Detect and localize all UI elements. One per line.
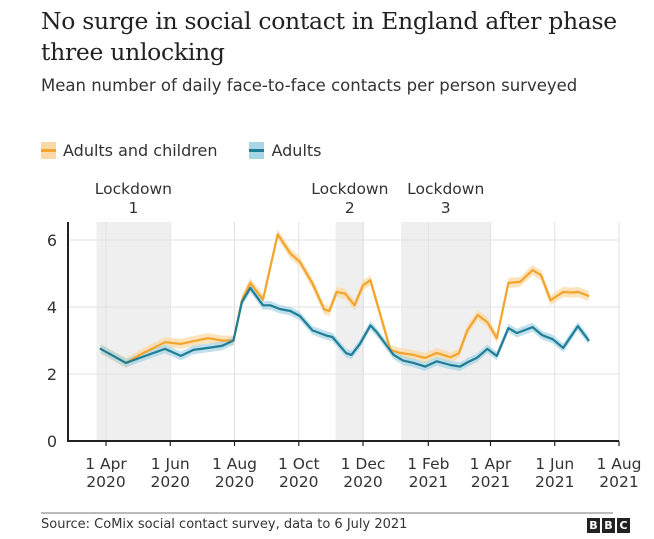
- series-layer: [99, 229, 590, 371]
- bbc-logo-letter: C: [617, 518, 630, 533]
- x-tick-label-year: 2021: [535, 473, 574, 491]
- chart-subtitle: Mean number of daily face-to-face contac…: [41, 76, 578, 95]
- y-tick-label: 0: [47, 432, 57, 451]
- legend-item-adults-and-children: Adults and children: [41, 141, 217, 160]
- x-tick-label: 1 Apr: [470, 455, 512, 473]
- x-tick-label: 1 Oct: [278, 455, 320, 473]
- x-tick-label-year: 2021: [409, 473, 448, 491]
- x-tick-label: 1 Feb: [407, 455, 449, 473]
- chart-title: No surge in social contact in England af…: [41, 7, 617, 66]
- bbc-logo-letter: B: [587, 518, 600, 533]
- x-tick-label-year: 2021: [599, 473, 638, 491]
- lockdown-label: Lockdown: [311, 180, 388, 198]
- bbc-logo: B B C: [587, 518, 630, 533]
- x-tick-label-year: 2020: [279, 473, 318, 491]
- x-tick-label: 1 Aug: [212, 455, 257, 473]
- source-note: Source: CoMix social contact survey, dat…: [41, 517, 408, 532]
- y-tick-label: 4: [47, 298, 57, 317]
- lockdown-label-number: 3: [441, 199, 451, 217]
- confidence-band-adults: [100, 283, 589, 371]
- x-tick-label: 1 Aug: [596, 455, 641, 473]
- lockdown-label-number: 1: [128, 199, 138, 217]
- series-line-adults: [99, 286, 590, 368]
- y-tick-label: 6: [47, 231, 57, 250]
- y-tick-label: 2: [47, 365, 57, 384]
- lockdown-label: Lockdown: [95, 180, 172, 198]
- lockdown-shade: [96, 222, 171, 441]
- x-tick-label-year: 2020: [343, 473, 382, 491]
- x-tick-label: 1 Apr: [85, 455, 127, 473]
- legend-label-adults-and-children: Adults and children: [63, 140, 218, 160]
- x-tick-label: 1 Jun: [151, 455, 190, 473]
- legend-label-adults: Adults: [271, 140, 322, 160]
- lockdown-label: Lockdown: [407, 180, 484, 198]
- lockdown-shading: [96, 222, 491, 441]
- legend: Adults and children Adults: [41, 139, 354, 161]
- x-tick-label-year: 2021: [471, 473, 510, 491]
- lockdown-label-number: 2: [345, 199, 355, 217]
- legend-swatch-adults-and-children: [41, 141, 56, 159]
- x-tick-label: 1 Jun: [535, 455, 574, 473]
- x-tick-label-year: 2020: [215, 473, 254, 491]
- bbc-logo-letter: B: [602, 518, 615, 533]
- lockdown-shade: [400, 222, 491, 441]
- x-tick-label-year: 2020: [151, 473, 190, 491]
- footer-divider: [41, 512, 613, 514]
- series-line-adults-and-children: [99, 233, 590, 364]
- legend-item-adults: Adults: [249, 140, 322, 160]
- lockdown-shade: [335, 222, 365, 441]
- x-tick-label-year: 2020: [86, 473, 125, 491]
- legend-swatch-adults: [249, 141, 265, 159]
- x-tick-label: 1 Dec: [341, 455, 386, 473]
